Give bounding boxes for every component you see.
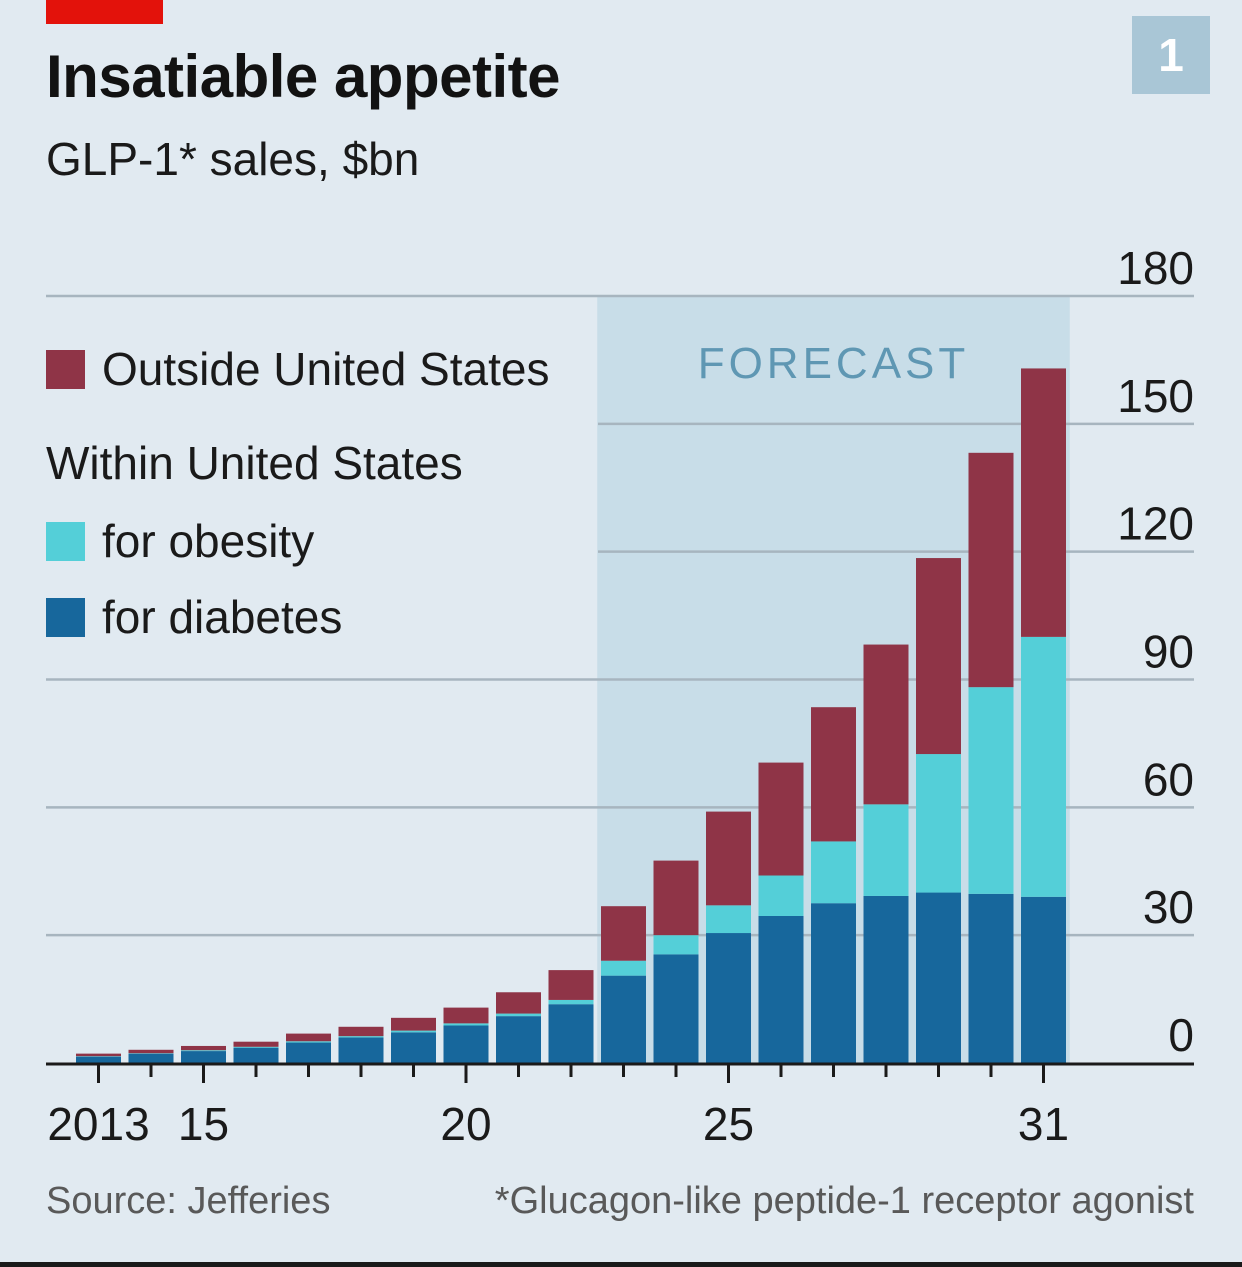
bar-segment xyxy=(601,906,646,961)
bar-segment xyxy=(391,1030,436,1033)
legend-swatch-diabetes xyxy=(46,598,85,638)
bar-segment xyxy=(391,1017,436,1031)
bar-segment xyxy=(443,1007,489,1024)
legend-item-diabetes: for diabetes xyxy=(46,594,342,640)
chart-subtitle: GLP-1* sales, $bn xyxy=(46,133,420,185)
x-tick-label: 25 xyxy=(703,1098,754,1150)
x-tick-label: 2013 xyxy=(47,1098,149,1150)
bar-segment xyxy=(443,1025,489,1063)
bar-segment xyxy=(706,933,751,1063)
source-note: Source: Jefferies xyxy=(46,1180,331,1222)
bar-segment xyxy=(863,644,909,805)
bar-segment xyxy=(601,960,646,976)
bar-segment xyxy=(443,1023,489,1026)
bar-segment xyxy=(1021,636,1066,897)
legend-label-obesity: for obesity xyxy=(102,515,315,567)
bar-segment xyxy=(1021,896,1066,1063)
bar-segment xyxy=(968,893,1014,1063)
bar-segment xyxy=(286,1033,331,1042)
y-tick-label: 30 xyxy=(1143,881,1194,933)
x-tick-label: 20 xyxy=(440,1098,491,1150)
bar-segment xyxy=(286,1041,331,1043)
bar-segment xyxy=(706,811,751,906)
brand-red-tag xyxy=(46,0,163,24)
bar-segment xyxy=(968,452,1014,688)
y-tick-label: 150 xyxy=(1117,370,1194,422)
bar-segment xyxy=(863,895,909,1063)
bar-segment xyxy=(76,1056,121,1063)
bar-segment xyxy=(653,935,699,955)
bar-segment xyxy=(338,1036,384,1038)
y-tick-label: 60 xyxy=(1143,753,1194,805)
bottom-rule xyxy=(0,1262,1242,1267)
legend-label-diabetes: for diabetes xyxy=(102,591,343,643)
bar-segment xyxy=(338,1026,384,1037)
bar-segment xyxy=(916,558,961,755)
y-tick-label: 120 xyxy=(1117,498,1194,550)
bar-segment xyxy=(496,1016,541,1063)
bar-segment xyxy=(496,1013,541,1017)
bar-segment xyxy=(128,1053,174,1063)
bar-segment xyxy=(233,1047,279,1063)
legend-label-outside-us: Outside United States xyxy=(102,343,550,395)
forecast-label: FORECAST xyxy=(698,339,970,388)
bar-segment xyxy=(181,1050,226,1052)
legend-swatch-obesity xyxy=(46,522,85,562)
bar-segment xyxy=(863,804,909,896)
bar-segment xyxy=(233,1046,279,1048)
bar-segment xyxy=(653,954,699,1063)
y-tick-label: 0 xyxy=(1168,1009,1194,1061)
bar-segment xyxy=(233,1041,279,1047)
bar-segment xyxy=(496,992,541,1014)
chart-number-badge: 1 xyxy=(1132,16,1210,94)
bar-segment xyxy=(338,1037,384,1063)
legend-item-obesity: for obesity xyxy=(46,518,314,564)
bar-segment xyxy=(811,903,856,1063)
footnote: *Glucagon-like peptide-1 receptor agonis… xyxy=(494,1180,1194,1222)
bar-segment xyxy=(601,975,646,1063)
bar-segment xyxy=(76,1053,121,1057)
bar-segment xyxy=(1021,368,1066,637)
chart-title: Insatiable appetite xyxy=(46,43,560,110)
y-tick-label: 180 xyxy=(1117,242,1194,294)
bar-segment xyxy=(916,892,961,1063)
bar-segment xyxy=(811,707,856,842)
bar-segment xyxy=(548,970,594,1000)
legend-swatch-outside-us xyxy=(46,350,85,390)
bar-segment xyxy=(811,841,856,904)
bar-segment xyxy=(758,875,804,916)
bar-segment xyxy=(758,915,804,1063)
bar-segment xyxy=(181,1051,226,1063)
x-tick-label: 31 xyxy=(1018,1098,1069,1150)
bar-segment xyxy=(548,1004,594,1063)
bar-segment xyxy=(916,754,961,893)
legend-group-heading: Within United States xyxy=(46,437,463,489)
bar-segment xyxy=(758,762,804,876)
legend-item-outside-us: Outside United States xyxy=(46,346,549,392)
bar-segment xyxy=(653,860,699,936)
bar-segment xyxy=(286,1042,331,1063)
bar-segment xyxy=(391,1032,436,1063)
bar-segment xyxy=(128,1049,174,1054)
bar-segment xyxy=(706,905,751,934)
bar-segment xyxy=(181,1045,226,1051)
bar-segment xyxy=(968,687,1014,894)
bar-segment xyxy=(548,999,594,1005)
x-tick-label: 15 xyxy=(178,1098,229,1150)
y-tick-label: 90 xyxy=(1143,626,1194,678)
